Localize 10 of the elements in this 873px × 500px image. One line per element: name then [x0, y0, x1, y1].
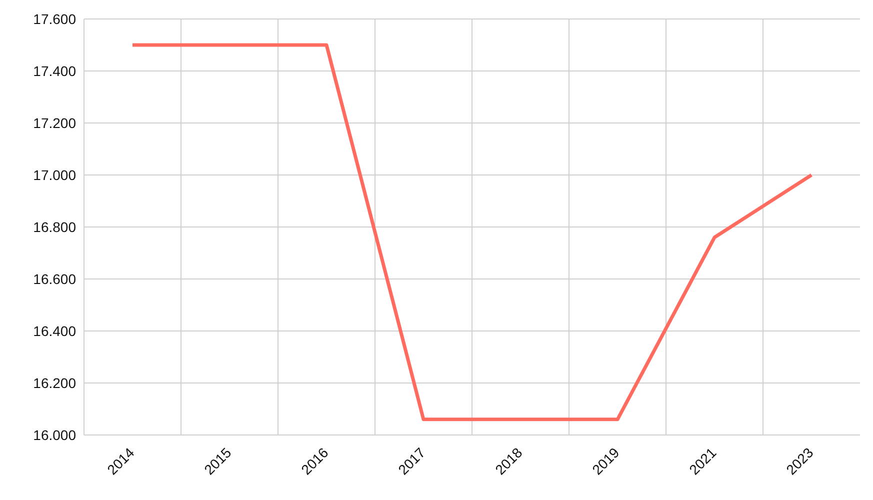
y-tick-label: 16.200 [33, 374, 76, 391]
y-tick-label: 16.400 [33, 322, 76, 339]
line-series [130, 43, 814, 422]
y-tick-label: 17.400 [33, 62, 76, 79]
y-tick-label: 17.000 [33, 166, 76, 183]
y-tick-label: 17.200 [33, 114, 76, 131]
y-tick-label: 17.600 [33, 10, 76, 27]
y-tick-label: 16.600 [33, 270, 76, 287]
y-tick-label: 16.800 [33, 218, 76, 235]
y-tick-label: 16.000 [33, 426, 76, 443]
